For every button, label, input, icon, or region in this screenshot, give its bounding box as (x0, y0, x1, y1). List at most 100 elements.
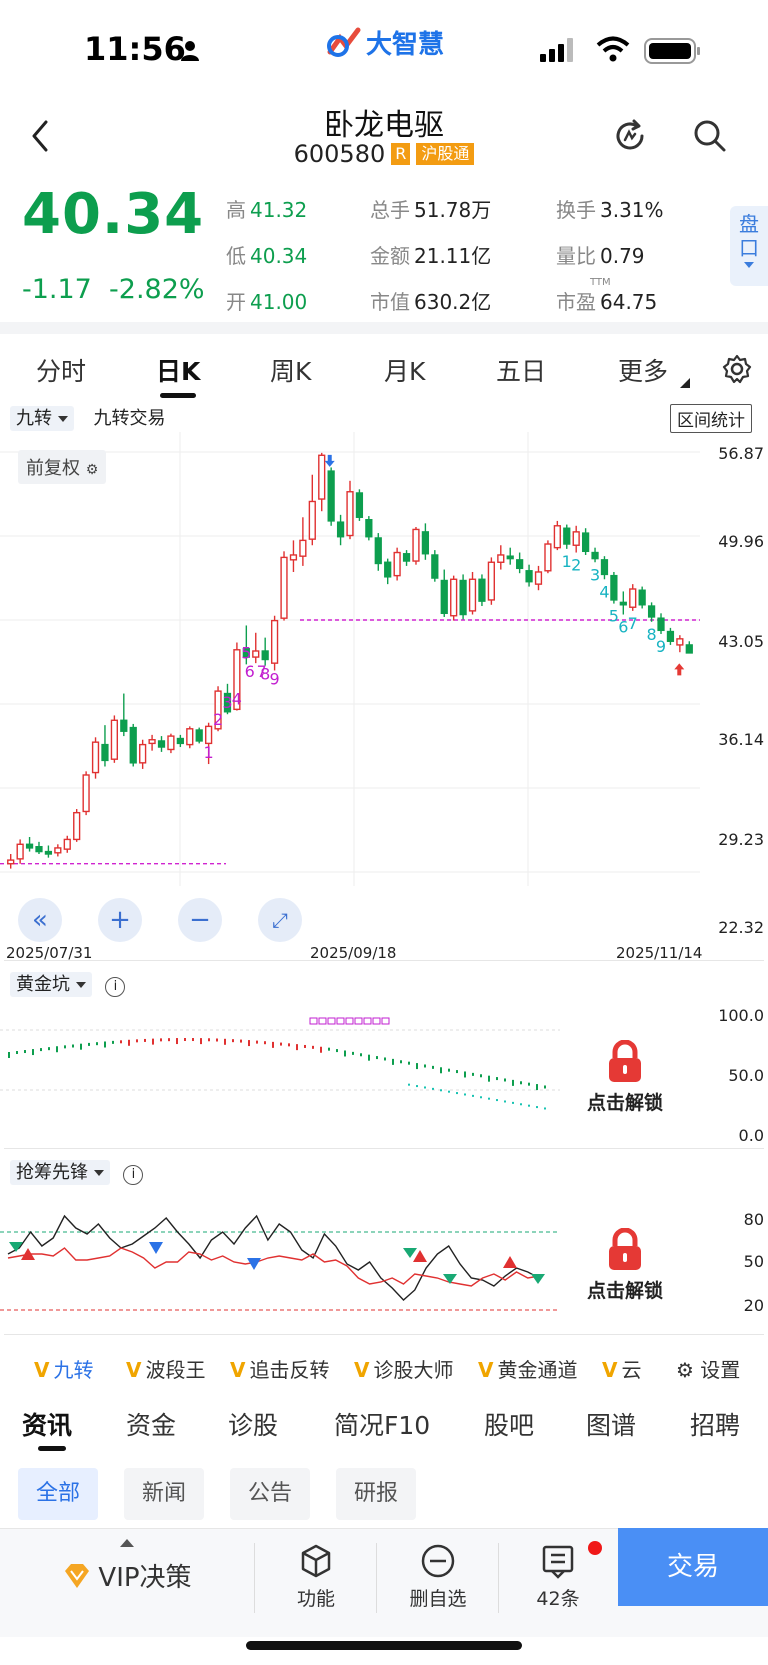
tool-jiuzhuan[interactable]: V 九转 (34, 1354, 93, 1383)
messages-button[interactable]: 42条 (500, 1529, 616, 1637)
nine-turn-up-label: 5 (241, 643, 251, 662)
app-logo: 大智慧 (326, 22, 444, 62)
nine-turn-up-label: 4 (232, 690, 242, 709)
sub1-selector[interactable]: 黄金坑 (10, 972, 92, 997)
chip-research[interactable]: 研报 (336, 1468, 417, 1520)
function-button[interactable]: 功能 (256, 1529, 376, 1637)
candle-body (676, 638, 684, 646)
sub1-bar (32, 1049, 34, 1056)
tab-news-info[interactable]: 资讯 (22, 1411, 73, 1440)
tab-five-day[interactable]: 五日 (496, 357, 547, 386)
search-icon (694, 120, 726, 152)
tool-zhuiji[interactable]: V 追击反转 (230, 1354, 329, 1383)
search-button[interactable] (692, 118, 728, 158)
stat-open: 开 41.00 (226, 286, 307, 315)
tab-diagnose[interactable]: 诊股 (228, 1411, 279, 1440)
candle-body (148, 739, 156, 745)
up-triangle-icon (503, 1256, 517, 1268)
candle-body (167, 735, 175, 751)
sub1-chart (0, 1017, 560, 1110)
scroll-left-button[interactable]: « (18, 898, 62, 942)
bar-divider (254, 1543, 255, 1613)
sub2-tick: 80 (743, 1210, 764, 1229)
sub2-selector[interactable]: 抢筹先锋 (10, 1160, 110, 1185)
v-icon: V (126, 1358, 142, 1382)
zoom-in-button[interactable]: + (98, 898, 142, 942)
candle-body (16, 843, 24, 860)
sub2-header: 抢筹先锋 i (10, 1158, 144, 1185)
candle-body (534, 571, 543, 585)
panel-divider (4, 1334, 764, 1335)
chip-all[interactable]: 全部 (18, 1468, 99, 1520)
tab-jobs[interactable]: 招聘 (690, 1411, 741, 1440)
chip-announcement[interactable]: 公告 (230, 1468, 311, 1520)
candle-body (572, 531, 580, 546)
y-tick: 22.32 (718, 918, 764, 937)
candle-body (657, 617, 665, 632)
trade-button[interactable]: 交易 (618, 1528, 768, 1606)
sub1-lock[interactable]: 点击解锁 (570, 1039, 680, 1115)
settings-button[interactable] (722, 354, 752, 388)
tab-forum[interactable]: 股吧 (484, 1411, 535, 1440)
sub2-lock[interactable]: 点击解锁 (570, 1227, 680, 1303)
tab-funds[interactable]: 资金 (126, 1411, 177, 1440)
candle-body (412, 528, 420, 562)
tab-more[interactable]: 更多 (618, 357, 669, 386)
refresh-icon (616, 119, 644, 150)
sub1-bar (304, 1044, 306, 1048)
sub1-bar (144, 1038, 146, 1042)
stat-label: 金额 (370, 244, 410, 268)
home-indicator (246, 1641, 522, 1650)
remove-watchlist-button[interactable]: 删自选 (378, 1529, 498, 1637)
tab-daily-k[interactable]: 日K (156, 357, 201, 386)
tools-settings-button[interactable]: ⚙ 设置 (676, 1354, 740, 1383)
candle-body (346, 491, 354, 537)
stat-value: 41.32 (250, 198, 308, 222)
info-icon[interactable]: i (105, 977, 126, 997)
tool-zhengu[interactable]: V 诊股大师 (354, 1354, 453, 1383)
tab-f10[interactable]: 简况F10 (334, 1411, 431, 1440)
tool-label: 诊股大师 (373, 1358, 454, 1382)
range-stats-button[interactable]: 区间统计 (670, 404, 752, 433)
unlock-label: 点击解锁 (586, 1092, 663, 1114)
info-icon[interactable]: i (123, 1165, 144, 1185)
market-badge: 沪股通 (416, 143, 475, 165)
candle-body (91, 741, 100, 774)
tab-monthly-k[interactable]: 月K (384, 357, 426, 386)
vip-diamond-icon (65, 1563, 90, 1588)
adjust-button[interactable]: 前复权 ⚙ (18, 450, 107, 484)
fullscreen-button[interactable]: ⤢ (258, 898, 302, 942)
sub1-bar (200, 1038, 202, 1045)
sub1-header: 黄金坑 i (10, 970, 126, 997)
price-change: -1.17 -2.82% (22, 274, 205, 305)
up-arrow-icon (674, 663, 685, 676)
sub1-dot (448, 1090, 450, 1093)
tool-boduanwang[interactable]: V 波段王 (126, 1354, 205, 1383)
sub1-dot (424, 1086, 426, 1089)
candle-body (280, 556, 288, 619)
caret-down-icon (75, 982, 86, 988)
sub1-bar (536, 1084, 538, 1091)
chip-news[interactable]: 新闻 (124, 1468, 205, 1520)
sub2-line-red (7, 1247, 540, 1287)
refresh-button[interactable] (612, 118, 648, 158)
vip-button[interactable]: VIP决策 (0, 1529, 254, 1637)
sub1-bar (216, 1038, 218, 1042)
r-badge: R (391, 143, 411, 165)
tool-huangjin[interactable]: V 黄金通道 (478, 1354, 577, 1383)
sub1-bar (520, 1081, 522, 1085)
zoom-out-button[interactable]: − (178, 898, 222, 942)
sub1-bar (16, 1051, 18, 1055)
indicator-selector[interactable]: 九转 (10, 406, 74, 431)
caret-down-icon (57, 416, 68, 422)
tab-graph[interactable]: 图谱 (586, 1411, 637, 1440)
back-button[interactable] (28, 118, 58, 158)
tab-intraday[interactable]: 分时 (36, 357, 87, 386)
y-tick: 43.05 (718, 632, 764, 651)
sub1-bar (64, 1045, 66, 1049)
pankou-button[interactable]: 盘口 (730, 206, 768, 286)
tab-weekly-k[interactable]: 周K (270, 357, 312, 386)
sub2-line-black (7, 1214, 540, 1301)
